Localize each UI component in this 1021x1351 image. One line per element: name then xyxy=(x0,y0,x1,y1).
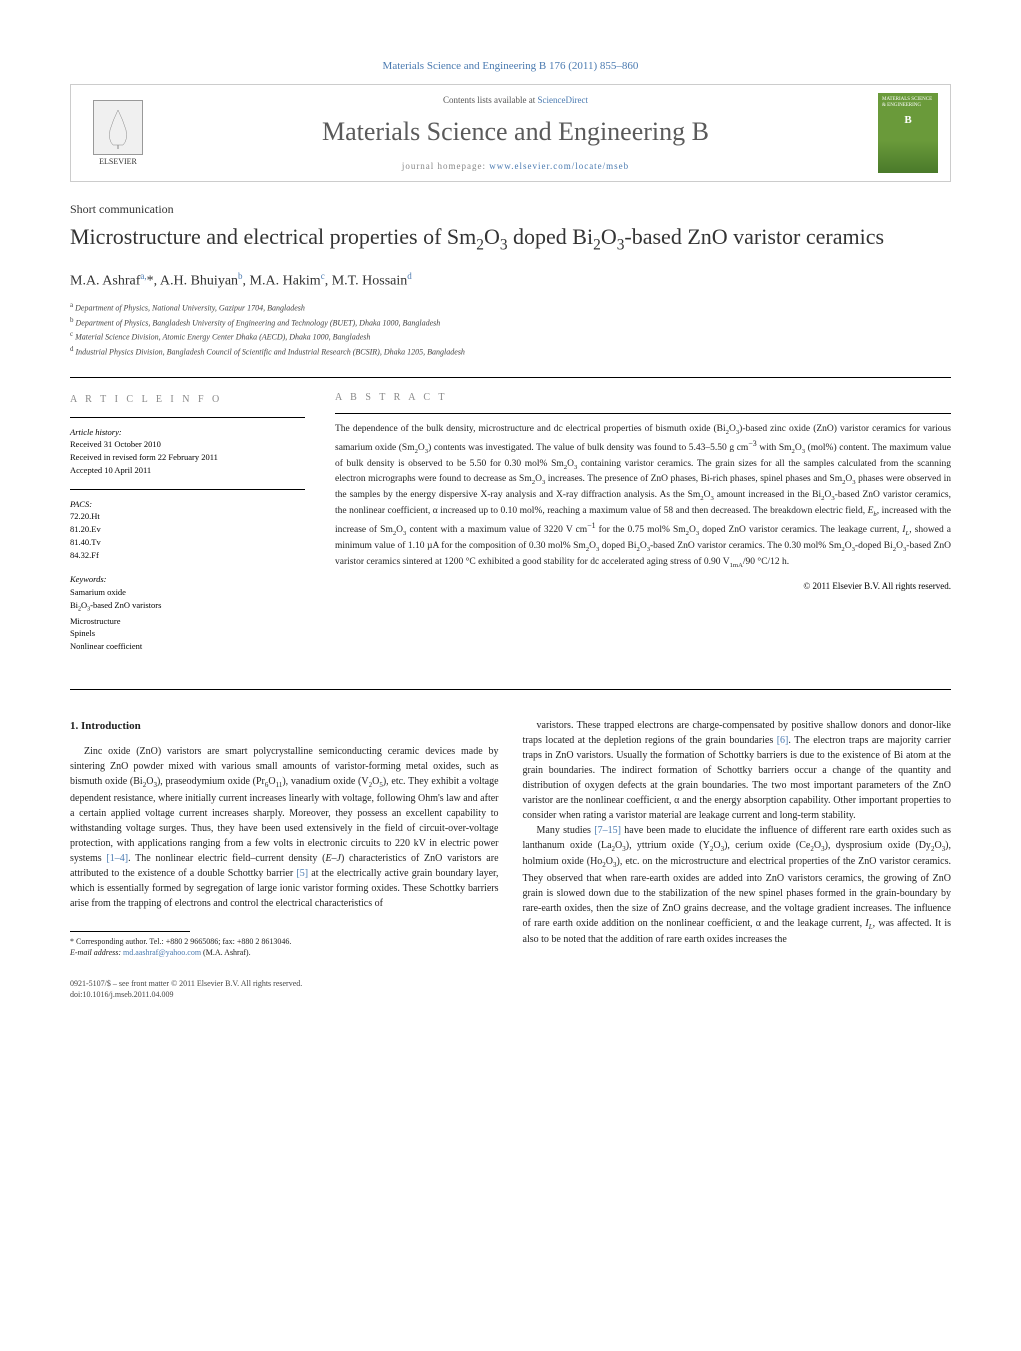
copyright-line: © 2011 Elsevier B.V. All rights reserved… xyxy=(335,581,951,591)
authors-line: M.A. Ashrafa,*, A.H. Bhuiyanb, M.A. Haki… xyxy=(70,271,951,290)
history-accepted: Accepted 10 April 2011 xyxy=(70,464,305,477)
body-columns: 1. Introduction Zinc oxide (ZnO) varisto… xyxy=(70,718,951,958)
divider-bottom xyxy=(70,689,951,690)
article-info-column: A R T I C L E I N F O Article history: R… xyxy=(70,392,305,665)
keyword-0: Samarium oxide xyxy=(70,586,305,599)
sciencedirect-link[interactable]: ScienceDirect xyxy=(538,95,588,105)
body-column-right: varistors. These trapped electrons are c… xyxy=(523,718,952,958)
intro-para-2: varistors. These trapped electrons are c… xyxy=(523,718,952,823)
page-footer: 0921-5107/$ – see front matter © 2011 El… xyxy=(70,978,951,1000)
corresponding-author: * Corresponding author. Tel.: +880 2 966… xyxy=(70,936,499,947)
intro-para-3: Many studies [7–15] have been made to el… xyxy=(523,823,952,948)
keyword-1: Bi2O3-based ZnO varistors xyxy=(70,599,305,615)
article-type: Short communication xyxy=(70,202,951,217)
running-header: Materials Science and Engineering B 176 … xyxy=(70,60,951,72)
article-info-heading: A R T I C L E I N F O xyxy=(70,392,305,407)
footer-line-1: 0921-5107/$ – see front matter © 2011 El… xyxy=(70,978,951,989)
footer-line-2: doi:10.1016/j.mseb.2011.04.009 xyxy=(70,989,951,1000)
affiliations: a Department of Physics, National Univer… xyxy=(70,300,951,359)
abstract-heading: A B S T R A C T xyxy=(335,392,951,403)
elsevier-tree-icon xyxy=(93,100,143,155)
email-suffix: (M.A. Ashraf). xyxy=(201,948,251,957)
homepage-prefix: journal homepage: xyxy=(402,161,489,171)
abstract-text: The dependence of the bulk density, micr… xyxy=(335,422,951,571)
info-divider xyxy=(70,417,305,418)
pacs-3: 84.32.Ff xyxy=(70,549,305,562)
elsevier-logo: ELSEVIER xyxy=(83,93,153,173)
intro-para-1: Zinc oxide (ZnO) varistors are smart pol… xyxy=(70,744,499,911)
email-line: E-mail address: md.aashraf@yahoo.com (M.… xyxy=(70,947,499,958)
pacs-label: PACS: xyxy=(70,498,305,511)
affiliation-a: a Department of Physics, National Univer… xyxy=(70,300,951,315)
history-revised: Received in revised form 22 February 201… xyxy=(70,451,305,464)
keyword-2: Microstructure xyxy=(70,615,305,628)
history-received: Received 31 October 2010 xyxy=(70,438,305,451)
email-link[interactable]: md.aashraf@yahoo.com xyxy=(123,948,201,957)
journal-title: Materials Science and Engineering B xyxy=(173,117,858,147)
homepage-line: journal homepage: www.elsevier.com/locat… xyxy=(173,161,858,171)
body-column-left: 1. Introduction Zinc oxide (ZnO) varisto… xyxy=(70,718,499,958)
section-heading-intro: 1. Introduction xyxy=(70,718,499,735)
homepage-link[interactable]: www.elsevier.com/locate/mseb xyxy=(489,161,629,171)
header-center: Contents lists available at ScienceDirec… xyxy=(153,95,878,171)
footnote-divider xyxy=(70,931,190,932)
elsevier-text: ELSEVIER xyxy=(99,157,137,166)
journal-cover-thumb: MATERIALS SCIENCE & ENGINEERING B xyxy=(878,93,938,173)
pacs-block: PACS: 72.20.Ht 81.20.Ev 81.40.Tv 84.32.F… xyxy=(70,498,305,562)
cover-thumb-title: MATERIALS SCIENCE & ENGINEERING xyxy=(882,97,934,108)
page-container: Materials Science and Engineering B 176 … xyxy=(0,0,1021,1061)
abstract-divider xyxy=(335,413,951,414)
journal-header-box: ELSEVIER Contents lists available at Sci… xyxy=(70,84,951,182)
pacs-divider xyxy=(70,489,305,490)
meta-abstract-row: A R T I C L E I N F O Article history: R… xyxy=(70,392,951,665)
pacs-2: 81.40.Tv xyxy=(70,536,305,549)
divider-top xyxy=(70,377,951,378)
footnote-block: * Corresponding author. Tel.: +880 2 966… xyxy=(70,936,499,958)
contents-line: Contents lists available at ScienceDirec… xyxy=(173,95,858,105)
keyword-3: Spinels xyxy=(70,627,305,640)
tree-icon xyxy=(98,105,138,150)
affiliation-c: c Material Science Division, Atomic Ener… xyxy=(70,329,951,344)
pacs-0: 72.20.Ht xyxy=(70,510,305,523)
history-label: Article history: xyxy=(70,426,305,439)
keyword-4: Nonlinear coefficient xyxy=(70,640,305,653)
keywords-block: Keywords: Samarium oxide Bi2O3-based ZnO… xyxy=(70,573,305,652)
abstract-column: A B S T R A C T The dependence of the bu… xyxy=(335,392,951,665)
article-title: Microstructure and electrical properties… xyxy=(70,223,951,255)
email-label: E-mail address: xyxy=(70,948,123,957)
contents-prefix: Contents lists available at xyxy=(443,95,537,105)
keywords-label: Keywords: xyxy=(70,573,305,586)
history-block: Article history: Received 31 October 201… xyxy=(70,426,305,477)
affiliation-d: d Industrial Physics Division, Banglades… xyxy=(70,344,951,359)
affiliation-b: b Department of Physics, Bangladesh Univ… xyxy=(70,315,951,330)
pacs-1: 81.20.Ev xyxy=(70,523,305,536)
cover-letter: B xyxy=(904,114,911,126)
